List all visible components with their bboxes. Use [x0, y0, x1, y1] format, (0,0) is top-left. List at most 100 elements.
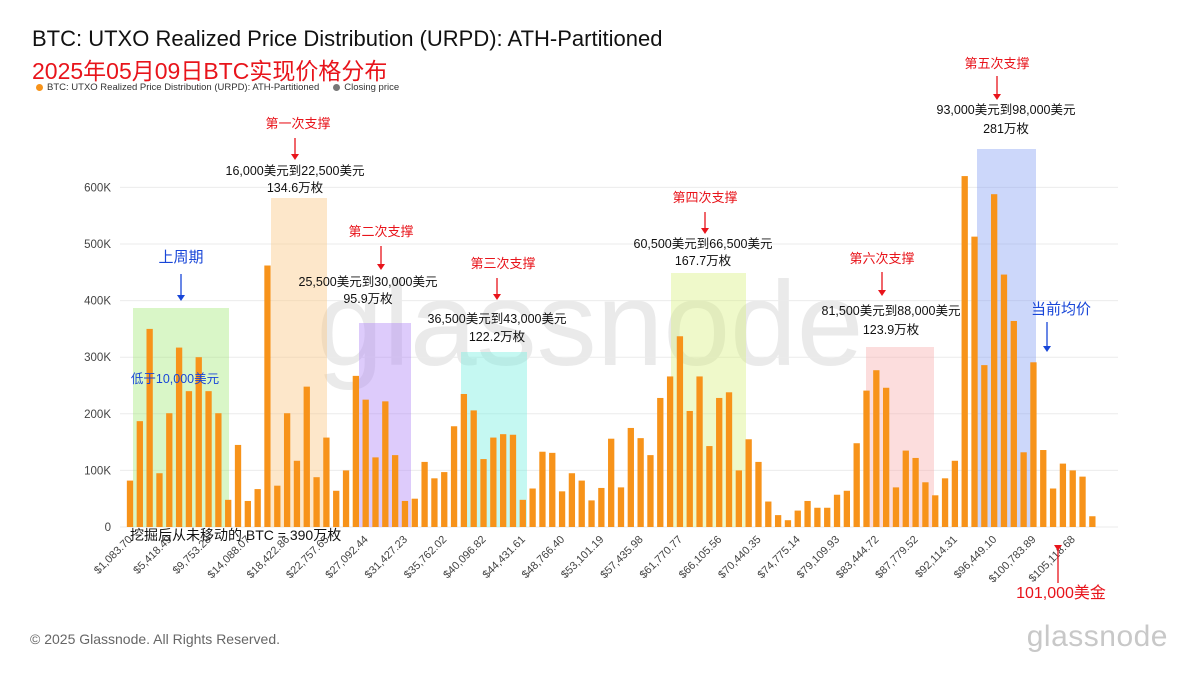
urpd-bar[interactable] [529, 488, 536, 527]
urpd-bar[interactable] [598, 487, 605, 527]
urpd-bar[interactable] [833, 494, 841, 527]
urpd-bar[interactable] [1069, 470, 1076, 527]
urpd-bar[interactable] [568, 473, 576, 527]
urpd-bar[interactable] [608, 438, 615, 527]
urpd-bar[interactable] [460, 393, 468, 527]
urpd-bar[interactable] [1079, 476, 1086, 527]
urpd-bar[interactable] [991, 194, 998, 527]
urpd-bar[interactable] [853, 443, 860, 527]
urpd-bar[interactable] [1089, 516, 1096, 527]
urpd-bar[interactable] [480, 459, 487, 527]
urpd-bar[interactable] [637, 438, 644, 527]
urpd-bar[interactable] [1049, 488, 1057, 527]
urpd-bar[interactable] [794, 510, 801, 527]
urpd-bar[interactable] [490, 437, 497, 527]
urpd-bar[interactable] [411, 498, 418, 527]
urpd-bar[interactable] [716, 397, 723, 527]
urpd-bar[interactable] [391, 455, 399, 527]
urpd-bar[interactable] [774, 515, 782, 527]
urpd-bar[interactable] [686, 410, 693, 527]
urpd-bar[interactable] [342, 470, 350, 527]
urpd-bar[interactable] [1030, 362, 1037, 527]
urpd-bar[interactable] [136, 421, 143, 527]
urpd-bar[interactable] [441, 472, 448, 527]
urpd-bar[interactable] [509, 434, 517, 527]
urpd-bar[interactable] [185, 391, 193, 527]
urpd-bar[interactable] [126, 480, 134, 527]
urpd-bar[interactable] [519, 499, 526, 527]
urpd-bar[interactable] [1000, 274, 1008, 527]
urpd-bar[interactable] [372, 457, 379, 527]
legend-item-closing-price[interactable]: Closing price [333, 82, 399, 93]
urpd-bar[interactable] [971, 236, 978, 527]
urpd-bar[interactable] [313, 477, 320, 527]
urpd-bar[interactable] [745, 439, 752, 527]
urpd-bar[interactable] [156, 473, 163, 527]
urpd-bar[interactable] [627, 427, 634, 527]
urpd-bar[interactable] [765, 501, 772, 527]
urpd-bar[interactable] [333, 490, 340, 527]
urpd-bar[interactable] [549, 452, 556, 527]
urpd-bar[interactable] [205, 391, 212, 527]
urpd-bar[interactable] [500, 434, 507, 527]
urpd-bar[interactable] [431, 478, 438, 527]
urpd-bar[interactable] [382, 401, 389, 527]
urpd-bar[interactable] [804, 500, 811, 527]
urpd-bar[interactable] [941, 478, 949, 527]
legend-item-urpd[interactable]: BTC: UTXO Realized Price Distribution (U… [36, 82, 319, 93]
urpd-bar[interactable] [303, 386, 310, 527]
urpd-bar[interactable] [578, 480, 585, 527]
urpd-bar[interactable] [1020, 452, 1027, 527]
urpd-bar[interactable] [166, 413, 173, 527]
urpd-bar[interactable] [401, 500, 409, 527]
urpd-bar[interactable] [215, 413, 222, 527]
urpd-bar[interactable] [293, 460, 301, 527]
urpd-bar[interactable] [843, 490, 851, 527]
urpd-bar[interactable] [922, 482, 929, 527]
urpd-bar[interactable] [588, 500, 595, 527]
urpd-bar[interactable] [725, 392, 733, 527]
urpd-bar[interactable] [264, 265, 271, 527]
urpd-bar[interactable] [1040, 450, 1047, 527]
urpd-bar[interactable] [1059, 463, 1067, 527]
urpd-bar[interactable] [824, 507, 831, 527]
urpd-bar[interactable] [274, 485, 281, 527]
urpd-bar[interactable] [647, 455, 654, 527]
urpd-bar[interactable] [323, 437, 330, 527]
urpd-bar[interactable] [784, 520, 792, 527]
urpd-bar[interactable] [195, 357, 202, 527]
urpd-bar[interactable] [283, 413, 291, 527]
urpd-bar[interactable] [244, 500, 251, 527]
urpd-bar[interactable] [657, 397, 664, 527]
urpd-bar[interactable] [981, 365, 988, 527]
urpd-bar[interactable] [539, 451, 546, 527]
urpd-bar[interactable] [146, 328, 153, 527]
urpd-bar[interactable] [352, 375, 360, 527]
urpd-bar[interactable] [814, 507, 821, 527]
urpd-bar[interactable] [932, 495, 939, 527]
urpd-bar[interactable] [951, 460, 959, 527]
urpd-bar[interactable] [912, 457, 919, 527]
urpd-bar[interactable] [863, 390, 870, 527]
urpd-bar[interactable] [450, 426, 458, 527]
urpd-bar[interactable] [961, 176, 968, 527]
urpd-bar[interactable] [735, 470, 742, 527]
urpd-bar[interactable] [902, 450, 909, 527]
urpd-bar[interactable] [362, 399, 369, 527]
urpd-bar[interactable] [225, 499, 232, 527]
urpd-bar[interactable] [696, 376, 703, 527]
urpd-bar[interactable] [676, 336, 684, 527]
urpd-bar[interactable] [666, 376, 674, 527]
urpd-bar[interactable] [254, 489, 261, 527]
urpd-bar[interactable] [234, 444, 242, 527]
urpd-bar[interactable] [882, 387, 890, 527]
urpd-bar[interactable] [470, 410, 477, 527]
urpd-bar[interactable] [892, 487, 900, 527]
urpd-bar[interactable] [617, 487, 625, 527]
urpd-bar[interactable] [421, 461, 428, 527]
urpd-bar[interactable] [706, 446, 713, 527]
urpd-bar[interactable] [1010, 320, 1017, 527]
urpd-bar[interactable] [873, 370, 880, 527]
urpd-bar[interactable] [558, 491, 566, 527]
urpd-bar[interactable] [755, 461, 762, 527]
